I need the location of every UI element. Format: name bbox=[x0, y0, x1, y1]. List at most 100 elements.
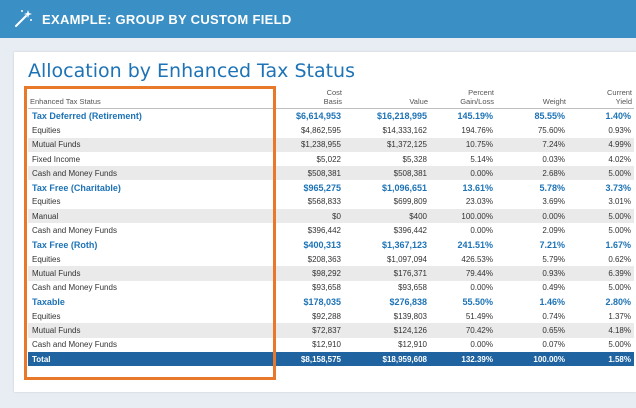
group-row: Tax Free (Charitable) $965,275 $1,096,651 1… bbox=[28, 180, 634, 194]
row-value: 6.39% bbox=[568, 266, 634, 281]
row-value: $12,910 bbox=[312, 340, 341, 350]
row-value: 2.68% bbox=[496, 166, 568, 181]
row-value: 426.53% bbox=[461, 254, 493, 264]
row-value: $1,367,123 bbox=[381, 239, 427, 250]
row-value: $699,809 bbox=[393, 197, 427, 207]
allocation-table: Enhanced Tax Status Cost Basis Value Percen… bbox=[28, 88, 634, 367]
table-row: Manual $0 $400 100.00% 0.00% 5.00% bbox=[28, 209, 634, 224]
row-value: 0.00% bbox=[470, 226, 493, 236]
row-value: 5.00% bbox=[608, 340, 631, 350]
row-label: Mutual Funds bbox=[28, 323, 264, 338]
row-value: 0.62% bbox=[608, 254, 631, 264]
row-value: 0.93% bbox=[496, 266, 568, 281]
row-label: Tax Free (Charitable) bbox=[32, 182, 121, 193]
row-value: $8,158,575 bbox=[264, 352, 344, 367]
row-value: 7.24% bbox=[496, 137, 568, 152]
row-value: 3.69% bbox=[542, 197, 565, 207]
row-value: $396,442 bbox=[393, 226, 427, 236]
row-value: $568,833 bbox=[307, 197, 341, 207]
col-header-yield: Current Yield bbox=[568, 88, 634, 109]
row-value: 0.00% bbox=[430, 166, 496, 181]
row-value: 132.39% bbox=[430, 352, 496, 367]
col-header-gain-loss: Percent Gain/Loss bbox=[430, 88, 496, 109]
row-value: 5.14% bbox=[470, 154, 493, 164]
row-label: Cash and Money Funds bbox=[32, 226, 117, 236]
row-value: 0.49% bbox=[542, 283, 565, 293]
row-value: $396,442 bbox=[307, 226, 341, 236]
row-value: $93,658 bbox=[312, 283, 341, 293]
row-value: 1.67% bbox=[605, 239, 631, 250]
row-value: 1.37% bbox=[608, 311, 631, 321]
row-value: $4,862,595 bbox=[300, 125, 341, 135]
row-value: 5.78% bbox=[539, 182, 565, 193]
row-value: 0.65% bbox=[496, 323, 568, 338]
row-value: 55.50% bbox=[462, 297, 493, 307]
row-label: Equities bbox=[32, 254, 61, 264]
row-value: 5.00% bbox=[568, 166, 634, 181]
header-line-1 bbox=[498, 88, 566, 97]
row-label: Cash and Money Funds bbox=[32, 283, 117, 293]
row-value: 0.00% bbox=[470, 340, 493, 350]
row-value: 0.00% bbox=[470, 283, 493, 293]
row-value: $92,288 bbox=[312, 311, 341, 321]
row-value: 51.49% bbox=[465, 311, 493, 321]
table-row: Equities $4,862,595 $14,333,162 194.76% 75.6… bbox=[28, 123, 634, 137]
row-value: 5.00% bbox=[608, 283, 631, 293]
group-row: Tax Deferred (Retirement) $6,614,953 $16,2… bbox=[28, 109, 634, 124]
row-label: Cash and Money Funds bbox=[28, 166, 264, 181]
row-value: $72,837 bbox=[264, 323, 344, 338]
row-value: 5.00% bbox=[568, 209, 634, 224]
row-value: 0.74% bbox=[542, 311, 565, 321]
row-value: $18,959,608 bbox=[344, 352, 430, 367]
header-line-2: Value bbox=[409, 97, 428, 106]
row-label: Equities bbox=[32, 311, 61, 321]
row-value: $5,022 bbox=[316, 154, 341, 164]
header-line-2: Enhanced Tax Status bbox=[30, 97, 101, 106]
row-value: $98,292 bbox=[264, 266, 344, 281]
row-value: $0 bbox=[264, 209, 344, 224]
row-label: Equities bbox=[32, 125, 61, 135]
group-row: Taxable $178,035 $276,838 55.50% 1.46% 2.80% bbox=[28, 295, 634, 309]
group-row: Tax Free (Roth) $400,313 $1,367,123 241.51%… bbox=[28, 238, 634, 252]
table-header: Enhanced Tax Status Cost Basis Value Percen… bbox=[28, 88, 634, 109]
col-header-weight: Weight bbox=[496, 88, 568, 109]
table-row: Cash and Money Funds $396,442 $396,442 0.00… bbox=[28, 223, 634, 237]
allocation-card: Allocation by Enhanced Tax Status Enhanc… bbox=[14, 52, 636, 392]
row-value: 75.60% bbox=[537, 125, 565, 135]
row-value: 0.93% bbox=[608, 125, 631, 135]
row-value: $1,096,651 bbox=[381, 182, 427, 193]
header-line-2: Gain/Loss bbox=[460, 97, 494, 106]
row-value: $178,035 bbox=[303, 297, 341, 307]
row-value: 0.07% bbox=[542, 340, 565, 350]
row-value: $1,372,125 bbox=[344, 137, 430, 152]
total-row: Total $8,158,575 $18,959,608 132.39% 100.00%… bbox=[28, 352, 634, 367]
header-line-1: Cost bbox=[326, 88, 342, 97]
row-value: $1,238,955 bbox=[264, 137, 344, 152]
col-header-value: Value bbox=[344, 88, 430, 109]
row-value: 4.02% bbox=[608, 154, 631, 164]
banner-title: EXAMPLE: GROUP BY CUSTOM FIELD bbox=[42, 11, 292, 27]
header-line-2: Weight bbox=[542, 97, 566, 106]
magic-wand-icon bbox=[15, 10, 32, 27]
row-value: 100.00% bbox=[430, 209, 496, 224]
row-value: 10.75% bbox=[430, 137, 496, 152]
header-line-1 bbox=[30, 88, 262, 97]
row-label: Tax Deferred (Retirement) bbox=[32, 111, 142, 122]
row-value: 3.73% bbox=[605, 182, 631, 193]
row-label: Tax Free (Roth) bbox=[32, 239, 98, 250]
table-row: Mutual Funds $1,238,955 $1,372,125 10.75% 7.… bbox=[28, 137, 634, 152]
row-value: $508,381 bbox=[264, 166, 344, 181]
row-value: $508,381 bbox=[344, 166, 430, 181]
header-line-1: Current bbox=[606, 88, 632, 97]
row-value: 100.00% bbox=[496, 352, 568, 367]
col-header-tax-status: Enhanced Tax Status bbox=[28, 88, 264, 109]
row-value: $5,328 bbox=[402, 154, 427, 164]
row-value: $6,614,953 bbox=[295, 111, 341, 122]
row-value: 13.61% bbox=[462, 182, 493, 193]
row-value: 4.18% bbox=[568, 323, 634, 338]
row-value: 79.44% bbox=[430, 266, 496, 281]
row-value: $276,838 bbox=[389, 297, 427, 307]
table-row: Cash and Money Funds $508,381 $508,381 0.00… bbox=[28, 166, 634, 181]
table-row: Fixed Income $5,022 $5,328 5.14% 0.03% 4.02% bbox=[28, 152, 634, 166]
row-value: 5.00% bbox=[608, 226, 631, 236]
